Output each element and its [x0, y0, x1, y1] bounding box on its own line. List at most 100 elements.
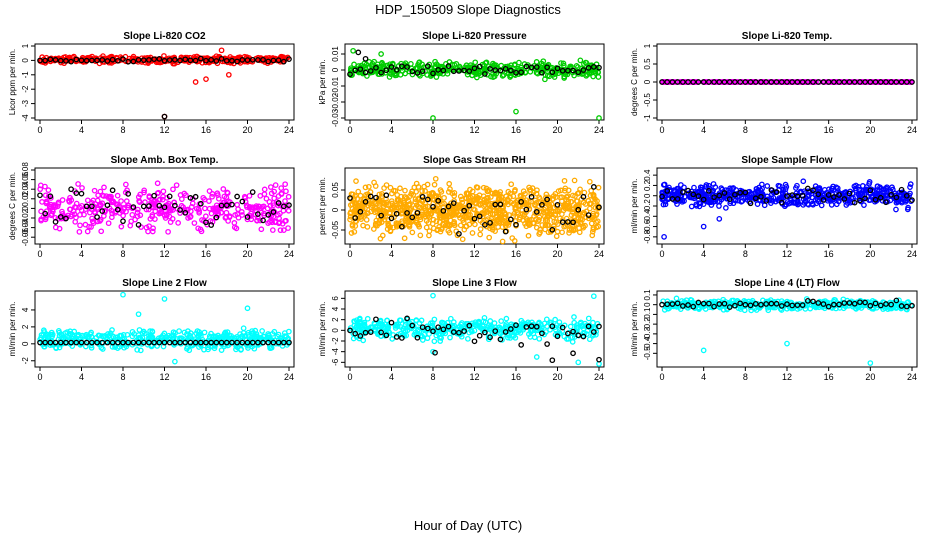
data-point [767, 297, 774, 303]
data-point [849, 190, 856, 197]
reference-point [674, 300, 681, 307]
reference-point [789, 192, 796, 198]
x-tick-label: 12 [469, 125, 479, 135]
reference-point [73, 56, 80, 63]
reference-point [109, 56, 116, 63]
reference-point [177, 339, 183, 346]
data-point [119, 208, 126, 215]
reference-point [664, 188, 671, 194]
data-point [800, 178, 807, 185]
data-point [364, 315, 371, 322]
data-point [384, 317, 390, 324]
reference-point [596, 64, 602, 71]
reference-point [533, 64, 540, 70]
x-tick-label: 20 [865, 372, 875, 382]
reference-point [89, 203, 95, 210]
data-point [746, 192, 753, 199]
reference-point [758, 301, 764, 308]
data-point [508, 62, 514, 69]
series-points [37, 47, 292, 120]
reference-point [450, 200, 457, 206]
data-point [260, 333, 267, 340]
data-point [585, 215, 592, 222]
reference-point [404, 64, 410, 70]
data-point [209, 336, 216, 343]
data-point [353, 200, 359, 207]
reference-point [388, 319, 395, 326]
data-point [348, 230, 355, 236]
reference-point [539, 69, 545, 76]
data-point [569, 209, 576, 215]
reference-point [73, 339, 80, 346]
data-point [447, 217, 454, 224]
data-point [561, 333, 568, 340]
reference-point [367, 68, 374, 74]
data-point [423, 224, 430, 231]
data-point [556, 319, 563, 326]
data-point [94, 205, 101, 211]
reference-point [373, 64, 379, 71]
data-point [906, 192, 913, 199]
reference-point [721, 190, 728, 196]
data-point [889, 186, 896, 193]
reference-point [711, 303, 717, 310]
data-point [372, 183, 379, 189]
y-tick-label: -6 [331, 358, 340, 366]
data-point [89, 215, 95, 222]
data-point [452, 206, 459, 212]
data-point [457, 193, 464, 200]
data-point [571, 177, 578, 184]
data-point [379, 59, 385, 66]
data-point [441, 194, 447, 201]
outlier-point [700, 347, 707, 354]
reference-point [575, 332, 582, 339]
data-point [406, 323, 412, 329]
y-tick-label: 0.05 [331, 182, 340, 198]
reference-point [146, 203, 152, 209]
outlier-point [513, 108, 519, 115]
reference-point [585, 323, 592, 330]
data-point [141, 189, 147, 196]
data-point [682, 79, 689, 85]
reference-point [867, 187, 874, 194]
reference-point [523, 324, 530, 330]
data-point [258, 226, 265, 233]
reference-point [596, 323, 602, 330]
data-point [567, 323, 574, 330]
data-point [779, 196, 785, 202]
data-point [500, 72, 507, 78]
reference-point [208, 339, 215, 346]
data-point [76, 228, 83, 235]
data-point [362, 211, 369, 218]
data-point [738, 198, 745, 205]
reference-point [63, 58, 69, 64]
reference-point [794, 193, 801, 200]
reference-point [130, 58, 137, 65]
y-tick-label: 0 [331, 328, 340, 333]
y-tick-label: -0.3 [643, 326, 652, 340]
data-point [146, 223, 152, 230]
data-point [472, 221, 478, 228]
data-point [511, 201, 517, 208]
data-point [907, 181, 914, 188]
data-point [417, 213, 424, 220]
data-point [535, 218, 541, 224]
data-point [242, 195, 249, 201]
data-point [433, 207, 439, 214]
reference-point [513, 322, 519, 329]
reference-point [166, 339, 173, 346]
x-tick-label: 8 [430, 249, 435, 259]
reference-point [37, 192, 43, 199]
data-point [81, 211, 87, 218]
outlier-point [135, 311, 142, 318]
data-point [580, 325, 587, 332]
data-point [667, 187, 673, 193]
data-point [285, 207, 292, 214]
data-point [566, 230, 572, 236]
data-point [176, 337, 183, 343]
data-point [431, 181, 438, 188]
x-tick-label: 4 [79, 372, 84, 382]
data-point [590, 73, 597, 80]
reference-point [590, 184, 597, 190]
data-point [723, 205, 729, 211]
